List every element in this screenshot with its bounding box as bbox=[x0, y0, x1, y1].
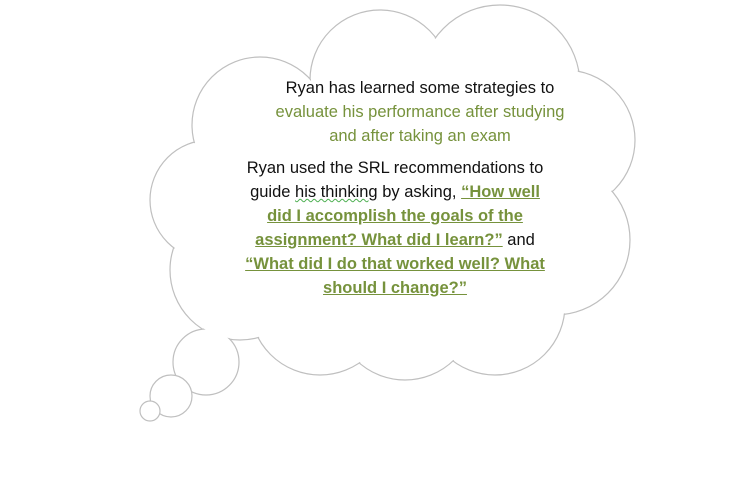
question-quote-2-start: “What did I do that worked well? What bbox=[245, 255, 545, 273]
para1-line2: evaluate his performance after studying bbox=[275, 103, 565, 121]
para2-line2-a: guide bbox=[250, 183, 296, 201]
para2-line4: assignment? What did I learn?” and bbox=[225, 228, 565, 252]
question-quote-2-end: should I change?” bbox=[323, 279, 467, 297]
para2-line2: guide his thinking by asking, “How well bbox=[225, 180, 565, 204]
question-quote-1-start: “How well bbox=[461, 183, 540, 201]
para2-line2-b: by asking, bbox=[377, 183, 462, 201]
spellcheck-underlined-text: his thinking bbox=[295, 183, 378, 201]
question-quote-1-end: assignment? What did I learn?” bbox=[255, 231, 503, 249]
para1-line1: Ryan has learned some strategies to bbox=[285, 79, 555, 97]
para1-line3: and after taking an exam bbox=[329, 127, 511, 145]
srl-paragraph: Ryan used the SRL recommendations to gui… bbox=[225, 156, 565, 300]
question-quote-1-mid: did I accomplish the goals of the bbox=[267, 207, 523, 225]
para2-line4-and: and bbox=[502, 231, 535, 249]
strategies-paragraph: Ryan has learned some strategies to eval… bbox=[250, 76, 590, 148]
para2-line1: Ryan used the SRL recommendations to bbox=[246, 159, 544, 177]
